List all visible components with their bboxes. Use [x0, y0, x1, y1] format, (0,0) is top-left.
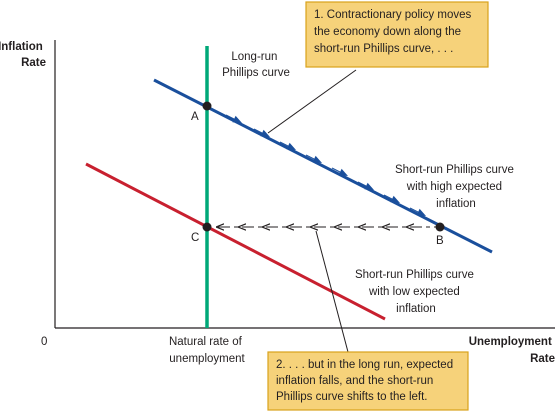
origin-label: 0: [41, 336, 47, 348]
long-run-phillips-curve-label: Long-run Phillips curve: [222, 51, 290, 79]
y-axis-label: Inflation Rate: [0, 41, 46, 69]
point-a-label: A: [191, 111, 199, 123]
point-b: [435, 222, 445, 232]
x-axis-label: Unemployment Rate: [469, 336, 555, 365]
short-run-phillips-curve-high-label: Short-run Phillips curve with high expec…: [395, 164, 517, 210]
svg-text:1. Contractionary policy moves: 1. Contractionary policy moves the econo…: [314, 9, 474, 55]
point-b-label: B: [436, 235, 444, 247]
top-callout-leader: [267, 69, 357, 134]
point-c: [202, 222, 212, 232]
bottom-callout-leader: [315, 230, 349, 353]
point-a: [202, 101, 212, 111]
point-c-label: C: [191, 232, 199, 244]
short-run-phillips-curve-low-label: Short-run Phillips curve with low expect…: [355, 269, 477, 315]
top-callout: 1. Contractionary policy moves the econo…: [305, 1, 489, 68]
svg-text:2. . . . but in the long run,: 2. . . . but in the long run, expected i…: [276, 359, 456, 403]
bottom-callout: 2. . . . but in the long run, expected i…: [267, 351, 469, 411]
movement-arrows-along-curve: [225, 114, 427, 217]
short-run-phillips-curve-low: [85, 162, 386, 321]
natural-rate-label: Natural rate of unemployment: [169, 336, 246, 365]
